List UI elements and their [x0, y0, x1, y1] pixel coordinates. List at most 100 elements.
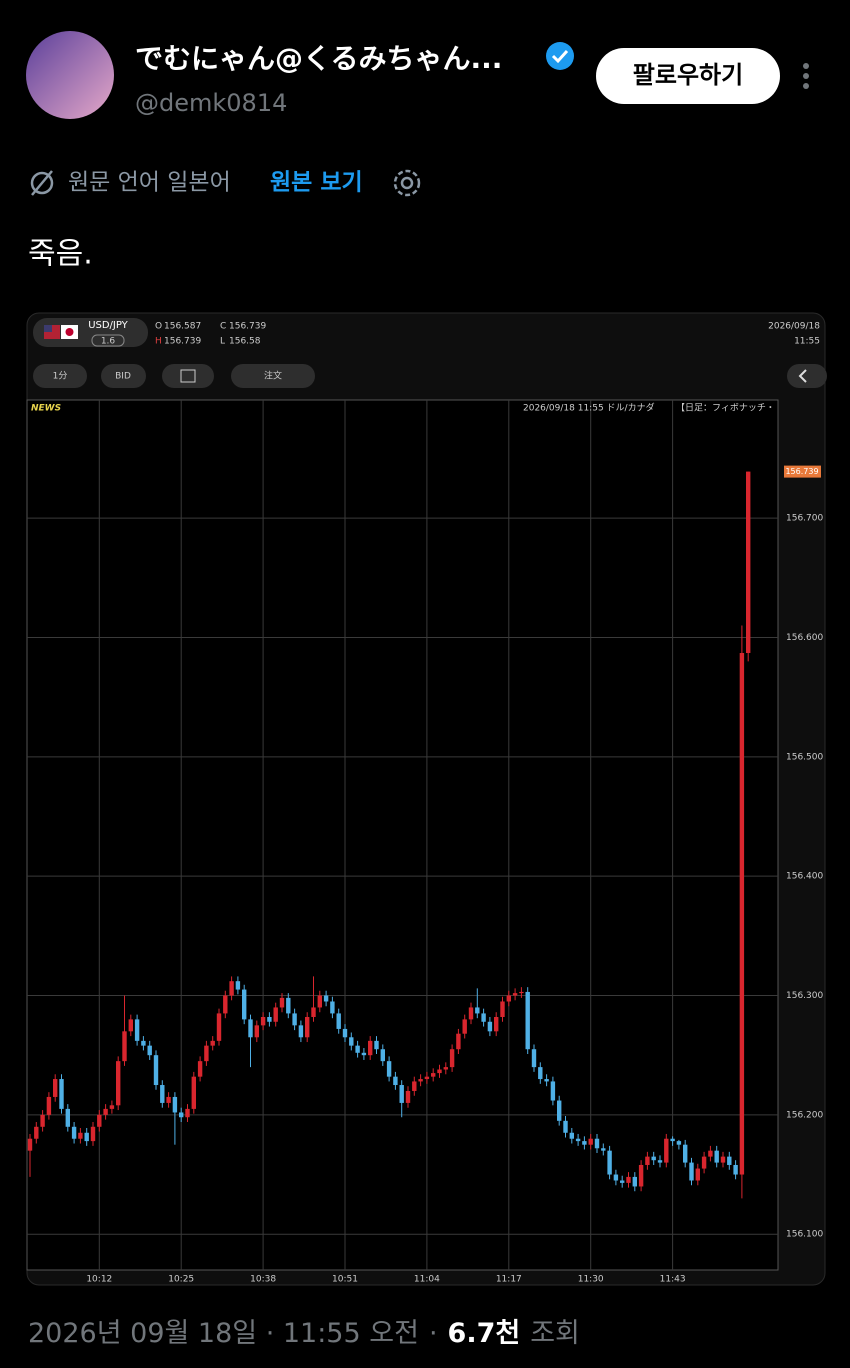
candle-body: [607, 1150, 612, 1175]
candle-body: [153, 1055, 159, 1086]
candle-body: [40, 1114, 45, 1127]
candle-body: [651, 1156, 656, 1161]
candle-body: [594, 1138, 600, 1149]
y-tick-label: 156.700: [786, 514, 823, 524]
x-tick-label: 11:04: [414, 1275, 440, 1285]
price-tag: [784, 465, 821, 478]
candle-body: [393, 1076, 398, 1086]
layout-icon: [180, 369, 196, 383]
button-label[interactable]: 1分: [53, 371, 68, 382]
candle-body: [330, 1001, 335, 1014]
candle-body: [53, 1079, 58, 1097]
candle-body: [361, 1052, 367, 1056]
candle-body: [279, 997, 285, 1008]
high-value: 156.739: [164, 337, 201, 347]
button[interactable]: [33, 364, 87, 388]
candle-body: [519, 991, 524, 994]
candle-body: [292, 1013, 297, 1026]
candle-body: [216, 1013, 222, 1041]
settings-icon[interactable]: [393, 169, 421, 197]
candle-body: [210, 1040, 215, 1046]
candle-body: [185, 1108, 190, 1118]
candle-body: [368, 1040, 373, 1056]
candle-body: [65, 1108, 70, 1127]
spread-box: [91, 334, 125, 347]
button[interactable]: [231, 364, 315, 388]
candle-body: [582, 1141, 587, 1145]
candle-body: [733, 1164, 738, 1175]
back-button[interactable]: [787, 364, 827, 388]
open-value: 156.587: [164, 322, 201, 332]
candle-body: [254, 1025, 259, 1038]
button[interactable]: [101, 364, 146, 388]
candle-body: [46, 1096, 52, 1115]
candle-body: [134, 1019, 140, 1041]
high-label: H: [155, 337, 162, 347]
candle-body: [386, 1061, 392, 1077]
candle-body: [405, 1090, 411, 1103]
candle-body: [746, 471, 751, 654]
follow-button[interactable]: [596, 48, 780, 104]
candle-body: [97, 1114, 102, 1127]
candle-body: [147, 1045, 152, 1056]
candle-body: [223, 995, 228, 1014]
candle-body: [657, 1160, 663, 1163]
low-label: L: [220, 337, 225, 347]
candle-body: [286, 997, 291, 1014]
candle-body: [670, 1138, 675, 1142]
candle-body: [197, 1061, 203, 1077]
chart-date: 2026/09/18: [768, 322, 820, 332]
candle-body: [437, 1069, 442, 1074]
candle-body: [481, 1013, 486, 1022]
indicator: 【日足：フィボナッチ・: [676, 403, 775, 414]
candle-body: [235, 981, 241, 990]
avatar[interactable]: [26, 31, 114, 119]
candle-body: [59, 1079, 64, 1109]
follow-label[interactable]: 팔로우하기: [633, 61, 743, 89]
button-label[interactable]: BID: [115, 372, 131, 382]
candle-body: [500, 1001, 505, 1017]
plot-area: [26, 399, 779, 1271]
candle-body: [525, 991, 530, 1050]
tweet-text: 죽음.: [28, 237, 93, 272]
view-label: 조회: [530, 1318, 580, 1349]
candle-body: [563, 1120, 568, 1133]
candle-body: [676, 1141, 682, 1145]
candle-body: [349, 1037, 354, 1046]
symbol: USD/JPY: [88, 320, 128, 331]
candle-body: [468, 1007, 474, 1020]
y-tick-label: 156.200: [786, 1110, 823, 1120]
candle-body: [569, 1132, 574, 1139]
candle-body: [242, 989, 247, 1020]
show-original[interactable]: 원본 보기: [270, 170, 363, 196]
layout-button[interactable]: [162, 364, 214, 388]
translation-note: 원문 언어 일본어: [68, 170, 231, 196]
verified-badge: [546, 42, 574, 70]
candle-body: [71, 1126, 77, 1139]
x-tick-label: 11:30: [578, 1275, 604, 1285]
handle[interactable]: @demk0814: [135, 89, 287, 117]
display-name[interactable]: でむにゃん@くるみちゃん...: [135, 42, 502, 75]
close-value: 156.739: [229, 322, 266, 332]
more-menu[interactable]: [803, 63, 809, 89]
candle-body: [424, 1076, 430, 1080]
candle-body: [122, 1031, 127, 1062]
button-label[interactable]: 注文: [264, 370, 282, 382]
candle-body: [317, 995, 322, 1008]
x-tick-label: 10:38: [250, 1275, 276, 1285]
candle-body: [172, 1096, 178, 1113]
open-label: O: [155, 322, 162, 332]
candle-body: [305, 1016, 310, 1038]
candle-body: [601, 1148, 606, 1151]
candle-body: [160, 1085, 165, 1103]
candle-body: [90, 1126, 96, 1142]
footer: 2026년 09월 18일 · 11:55 오전 · 6.7천 조회: [28, 1318, 580, 1349]
candle-body: [701, 1156, 707, 1169]
candle-body: [626, 1176, 631, 1183]
spread: 1.6: [101, 337, 116, 347]
candle-body: [664, 1138, 669, 1163]
candle-body: [683, 1144, 688, 1163]
price-tag-label: 156.739: [785, 467, 818, 476]
candle-body: [443, 1067, 448, 1070]
candle-body: [494, 1016, 499, 1032]
